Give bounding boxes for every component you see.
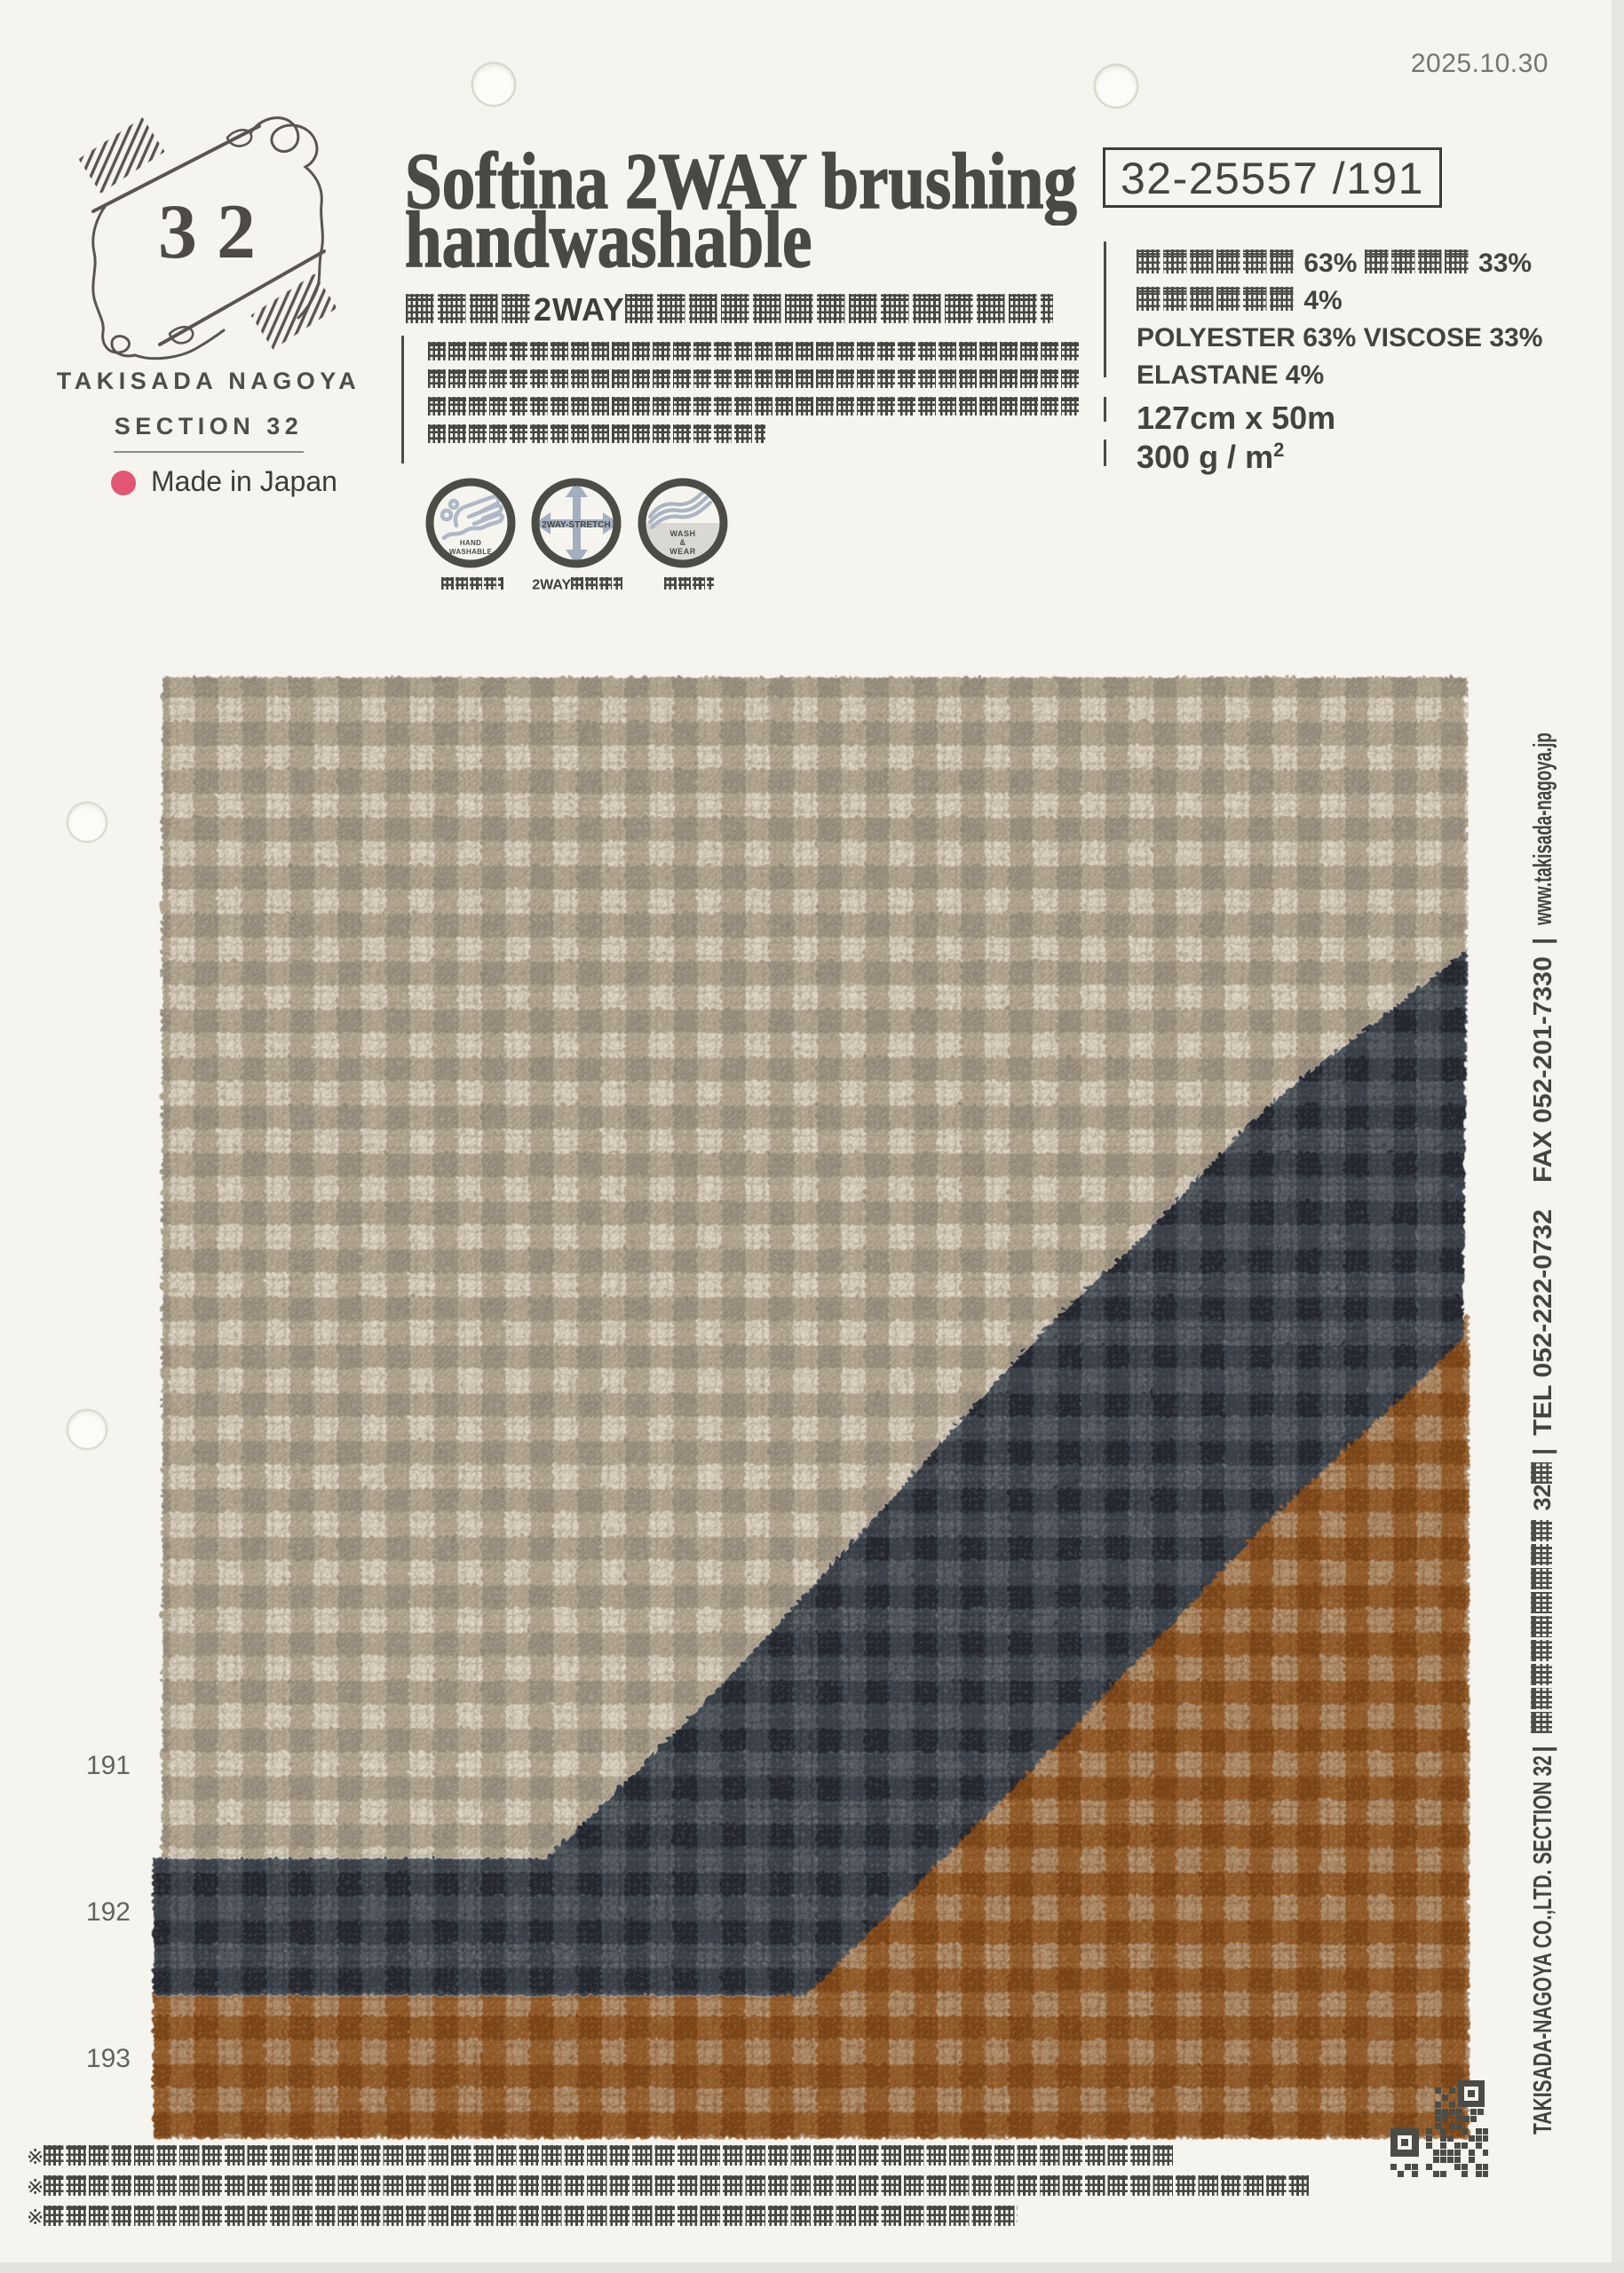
- svg-text:WASH: WASH: [670, 529, 696, 538]
- svg-text:WEAR: WEAR: [669, 547, 696, 556]
- svg-text:HAND: HAND: [460, 539, 481, 547]
- svg-text:WASHABLE: WASHABLE: [449, 548, 493, 556]
- svg-text:2: 2: [217, 189, 256, 275]
- svg-text:2WAY-STRETCH: 2WAY-STRETCH: [542, 520, 610, 530]
- svg-text:3: 3: [158, 189, 197, 275]
- svg-text:&: &: [680, 538, 686, 547]
